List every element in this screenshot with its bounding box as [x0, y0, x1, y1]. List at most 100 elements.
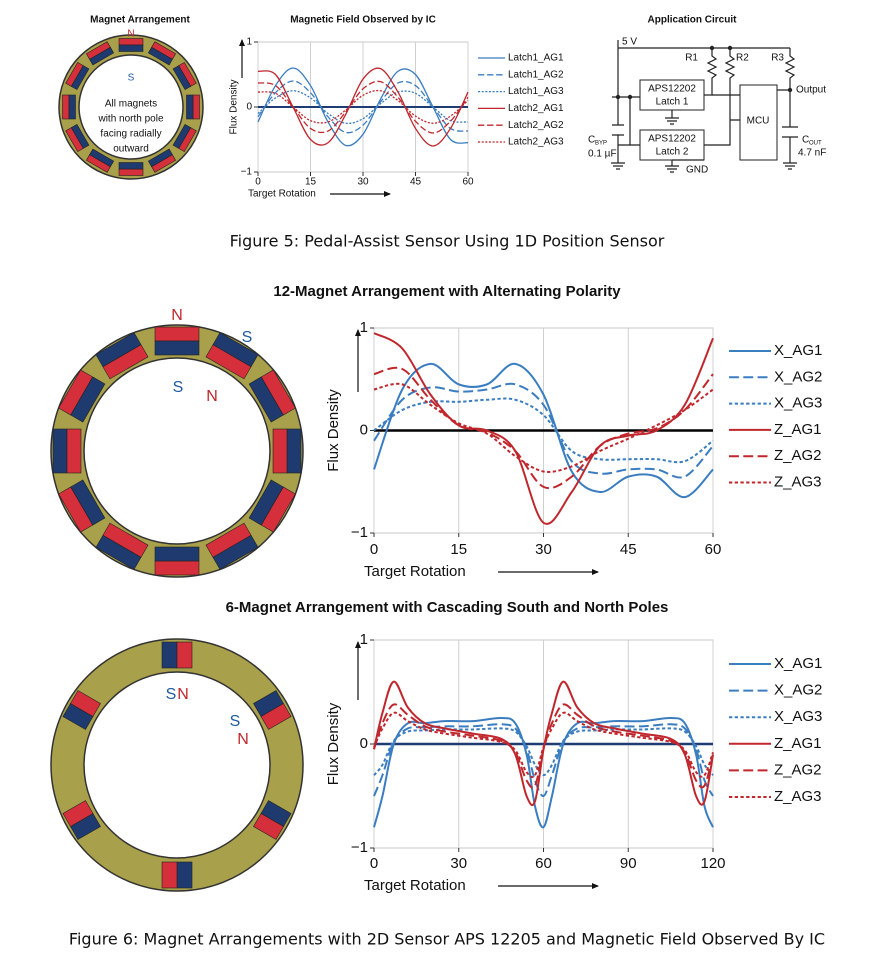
x-tick-label: 0: [255, 177, 261, 188]
x-tick-label: 60: [535, 855, 552, 872]
pole-label: N: [177, 686, 189, 703]
magnet: [161, 641, 193, 669]
magnet: [253, 800, 292, 840]
resistor: [704, 48, 718, 96]
magnet-half: [147, 46, 173, 66]
y-tick-label: −1: [241, 167, 253, 178]
x-tick-label: 15: [305, 177, 317, 188]
magnet: [118, 38, 144, 52]
magnet: [147, 148, 177, 173]
y-tick-label: 0: [246, 102, 252, 113]
pole-label: S: [173, 379, 184, 396]
circuit: Application Circuit 5 V APS12202 Latch 1…: [588, 15, 826, 176]
panel-title: Magnet Arrangement: [90, 15, 190, 26]
magnet-half: [205, 522, 252, 558]
magnet-half: [62, 94, 70, 120]
magnet: [248, 479, 296, 533]
y-tick-label: 1: [246, 37, 252, 48]
magnet: [172, 123, 197, 153]
node: [787, 87, 793, 93]
legend-label: Z_AG3: [774, 473, 822, 490]
legend-label: Latch2_AG3: [508, 137, 564, 148]
legend-label: Z_AG1: [774, 735, 822, 752]
magnet-half: [102, 522, 149, 558]
magnet: [186, 94, 200, 120]
magnet-half: [154, 546, 200, 562]
magnet-ring: [50, 324, 304, 578]
node: [627, 94, 633, 100]
magnet-half: [248, 479, 284, 526]
magnet-ring: [50, 638, 304, 892]
chart-title: 12-Magnet Arrangement with Alternating P…: [273, 283, 621, 300]
magnet: [62, 94, 76, 120]
pole-label: N: [127, 29, 134, 40]
magnet-half: [161, 641, 178, 669]
note: outward: [113, 144, 149, 155]
x-tick-label: 120: [700, 855, 725, 872]
magnet-half: [66, 428, 82, 474]
magnet: [95, 332, 149, 380]
wire: [612, 40, 790, 163]
figure-caption: Figure 5: Pedal-Assist Sensor Using 1D P…: [230, 232, 665, 251]
cap-symbol: C: [588, 135, 595, 146]
y-axis-label: Flux Density: [229, 79, 240, 134]
x-axis-label: Target Rotation: [364, 877, 466, 894]
series-line: [373, 382, 714, 479]
magnet-half: [154, 326, 200, 342]
chart-title: Magnetic Field Observed by IC: [290, 15, 436, 26]
y-axis-label: Flux Density: [325, 389, 342, 472]
resistor-label: R2: [736, 53, 749, 64]
series-line: [257, 80, 469, 134]
pole-label: S: [166, 686, 177, 703]
magnet-half: [70, 65, 90, 91]
series-line: [373, 703, 714, 789]
magnet-half: [260, 703, 292, 730]
mcu-label: MCU: [747, 116, 770, 127]
magnet: [272, 428, 302, 474]
x-tick-label: 90: [620, 855, 637, 872]
ic-label: APS12202: [648, 84, 696, 95]
series-line: [373, 366, 714, 490]
x-tick-label: 15: [450, 541, 467, 558]
magnet-half: [68, 94, 76, 120]
magnet-half: [147, 148, 173, 168]
magnet: [62, 690, 101, 730]
cap-symbol: C: [802, 135, 809, 146]
magnet-half: [161, 861, 178, 889]
resistor-label: R3: [771, 53, 784, 64]
legend-label: Latch2_AG2: [508, 120, 564, 131]
x-tick-label: 60: [462, 177, 474, 188]
ic-box: [639, 79, 705, 111]
magnet-half: [102, 344, 149, 380]
magnet-half: [176, 861, 193, 889]
magnet: [85, 41, 115, 66]
pole-label: N: [206, 388, 218, 405]
magnet: [65, 61, 90, 91]
x-axis-label: Target Rotation: [364, 563, 466, 580]
magnet-half: [70, 123, 90, 149]
magnet-half: [248, 376, 284, 423]
magnet-half: [70, 479, 106, 526]
legend-label: Latch2_AG1: [508, 103, 564, 114]
magnet-half: [205, 344, 252, 380]
ring-inner: [78, 54, 184, 160]
cap-value: 4.7 nF: [798, 148, 826, 159]
cap-subscript: BYP: [595, 141, 607, 147]
pole-label: S: [230, 713, 241, 730]
magnet-half: [192, 94, 200, 120]
y-tick-label: −1: [351, 524, 368, 541]
magnet-half: [118, 168, 144, 176]
chart-title: 6-Magnet Arrangement with Cascading Sout…: [226, 599, 669, 616]
magnet: [85, 148, 115, 173]
cap-subscript: OUT: [809, 141, 822, 147]
gnd-label: GND: [686, 165, 708, 176]
series-line: [373, 716, 714, 829]
cap-value: 0.1 µF: [588, 149, 617, 160]
magnet: [205, 332, 259, 380]
legend-label: X_AG3: [774, 708, 822, 725]
series-line: [373, 711, 714, 779]
ring-inner: [83, 671, 271, 859]
x-tick-label: 60: [705, 541, 722, 558]
magnet-half: [118, 44, 144, 52]
